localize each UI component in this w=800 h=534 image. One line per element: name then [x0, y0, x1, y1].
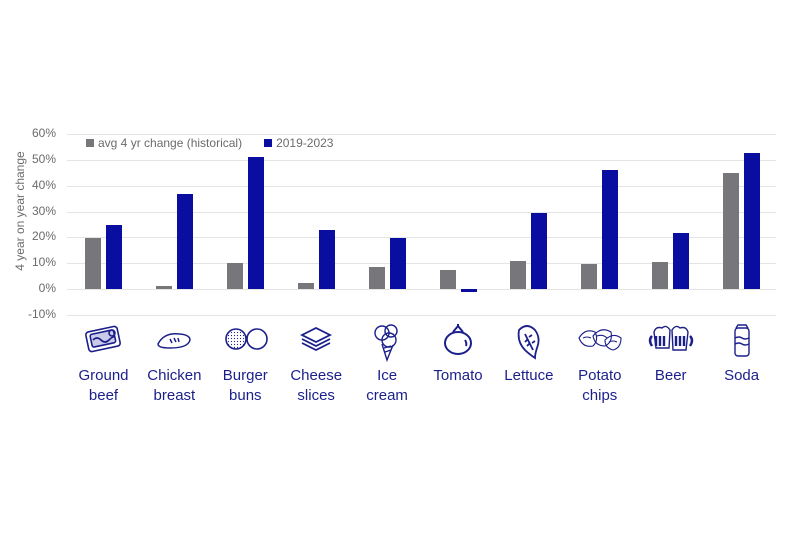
- bar-2019-2023: [673, 233, 690, 289]
- lettuce-icon: [493, 322, 565, 360]
- bar-2019-2023: [247, 156, 264, 289]
- bar-historical: [297, 283, 314, 289]
- bar-2019-2023: [531, 213, 548, 289]
- legend: avg 4 yr change (historical) 2019-2023: [86, 136, 333, 150]
- bar-historical: [439, 269, 456, 289]
- category-label: Beer: [654, 367, 687, 384]
- gridline: [67, 237, 776, 238]
- y-tick-label: 50%: [31, 152, 56, 166]
- gridline: [67, 212, 776, 213]
- bar-historical: [226, 262, 243, 289]
- bar-2019-2023: [744, 152, 761, 289]
- ground-beef-icon: [68, 322, 140, 360]
- legend-label-2019-2023: 2019-2023: [276, 136, 334, 150]
- burger-buns-icon: [209, 322, 281, 360]
- y-tick-label: 10%: [31, 255, 56, 270]
- potato-chips-icon: [564, 322, 636, 360]
- y-tick-label: 60%: [31, 126, 56, 141]
- cheese-slices-icon: [280, 322, 352, 360]
- category-label: Tomato: [433, 367, 483, 384]
- soda-icon: [706, 322, 778, 360]
- legend-swatch-historical: [86, 139, 94, 147]
- category-label: Cheese slices: [290, 367, 343, 404]
- category-label: Lettuce: [504, 367, 554, 384]
- legend-label-historical: avg 4 yr change (historical): [98, 136, 243, 150]
- tomato-icon: [422, 322, 494, 360]
- y-tick-label: 0%: [38, 281, 56, 295]
- bar-2019-2023: [602, 169, 619, 289]
- y-tick-label: 30%: [31, 203, 56, 218]
- gridline: [67, 289, 776, 290]
- beer-icon: [635, 322, 707, 360]
- legend-swatch-2019-2023: [264, 139, 273, 147]
- category-ground-beef: Ground beef: [68, 322, 140, 406]
- ice-cream-icon: [351, 322, 423, 362]
- category-ice-cream: Ice cream: [351, 322, 423, 406]
- category-lettuce: Lettuce: [493, 322, 565, 386]
- y-tick-label: 20%: [31, 229, 56, 244]
- bar-historical: [652, 262, 669, 289]
- y-tick-label: 40%: [31, 177, 56, 192]
- bar-historical: [510, 260, 527, 289]
- category-label: Ground beef: [78, 367, 129, 404]
- y-tick-label: -10%: [27, 306, 56, 321]
- category-soda: Soda: [706, 322, 778, 386]
- category-label: Chicken breast: [147, 367, 202, 404]
- gridline: [67, 134, 776, 135]
- bar-historical: [368, 267, 385, 289]
- bar-2019-2023: [176, 193, 193, 289]
- gridline: [67, 315, 776, 316]
- category-beer: Beer: [635, 322, 707, 386]
- gridline: [67, 160, 776, 161]
- bar-historical: [723, 172, 740, 289]
- category-cheese-slices: Cheese slices: [280, 322, 352, 406]
- bar-2019-2023: [106, 225, 122, 289]
- bar-2019-2023: [389, 237, 406, 289]
- category-label: Burger buns: [222, 367, 268, 404]
- bar-historical: [85, 238, 101, 289]
- bar-historical: [155, 285, 172, 289]
- bar-historical: [581, 263, 598, 289]
- gridline: [67, 186, 776, 187]
- category-potato-chips: Potato chips: [564, 322, 636, 406]
- category-tomato: Tomato: [422, 322, 494, 386]
- category-label: Soda: [724, 367, 760, 384]
- bar-2019-2023: [318, 229, 335, 289]
- category-label: Potato chips: [578, 367, 622, 404]
- bar-2019-2023: [460, 289, 477, 292]
- gridline: [67, 263, 776, 264]
- category-label: Ice cream: [366, 367, 408, 404]
- chicken-breast-icon: [138, 322, 210, 360]
- category-burger-buns: Burger buns: [209, 322, 281, 406]
- category-chicken-breast: Chicken breast: [138, 322, 210, 406]
